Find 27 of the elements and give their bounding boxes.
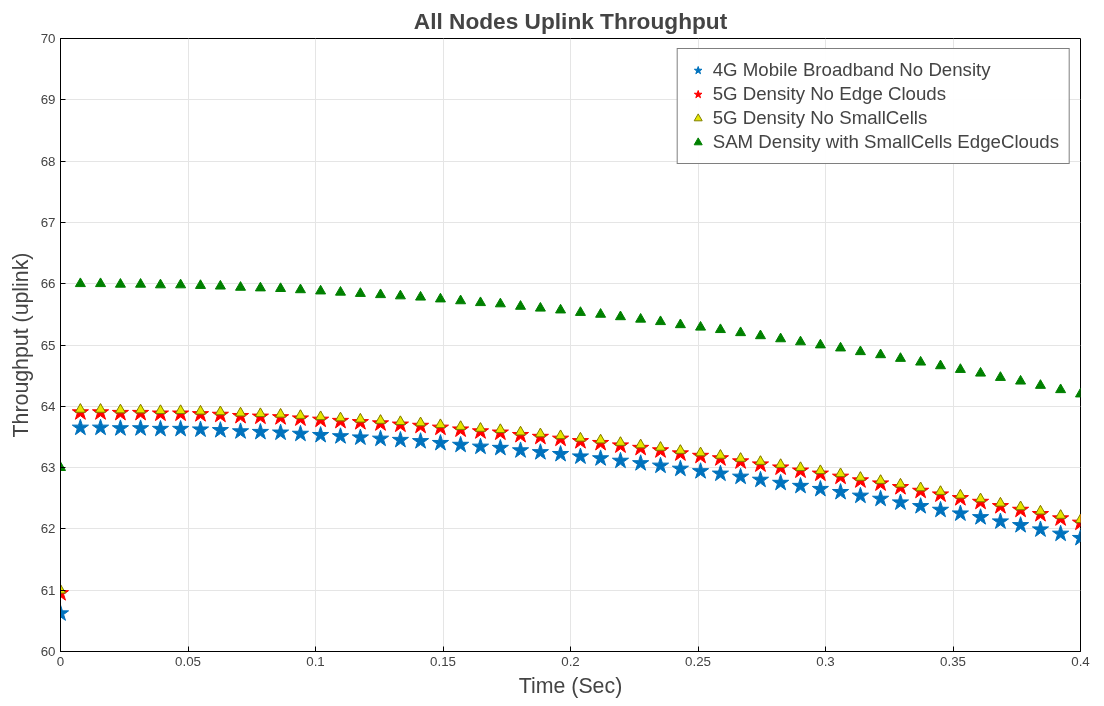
x-tick-label: 0.2 xyxy=(561,653,580,669)
y-axis-title: Throughput (uplink) xyxy=(8,252,33,438)
y-tick-label: 62 xyxy=(40,521,56,537)
x-tick-label: 0.3 xyxy=(816,653,835,669)
y-tick-label: 60 xyxy=(40,644,56,659)
legend-label: SAM Density with SmallCells EdgeClouds xyxy=(712,131,1059,153)
y-tick-label: 67 xyxy=(40,214,56,230)
chart-title: All Nodes Uplink Throughput xyxy=(413,7,728,34)
x-axis-title: Time (Sec) xyxy=(518,673,623,698)
x-tick-label: 0.4 xyxy=(1071,653,1091,669)
legend-label: 5G Density No SmallCells xyxy=(712,107,928,129)
x-tick-label: 0.35 xyxy=(940,653,966,669)
y-tick-label: 69 xyxy=(40,92,56,108)
y-tick-label: 65 xyxy=(40,337,56,353)
x-tick-label: 0 xyxy=(56,653,65,669)
legend-label: 4G Mobile Broadband No Density xyxy=(712,59,991,81)
y-tick-label: 61 xyxy=(40,582,56,598)
y-tick-label: 64 xyxy=(40,398,57,414)
y-tick-label: 68 xyxy=(40,153,56,169)
x-tick-label: 0.25 xyxy=(685,653,711,669)
legend-label: 5G Density No Edge Clouds xyxy=(712,83,947,105)
x-tick-label: 0.1 xyxy=(306,653,325,669)
x-tick-label: 0.05 xyxy=(175,653,201,669)
x-tick-label: 0.15 xyxy=(430,653,456,669)
y-tick-label: 70 xyxy=(40,31,56,46)
y-tick-label: 63 xyxy=(40,460,56,476)
y-tick-label: 66 xyxy=(40,276,56,292)
